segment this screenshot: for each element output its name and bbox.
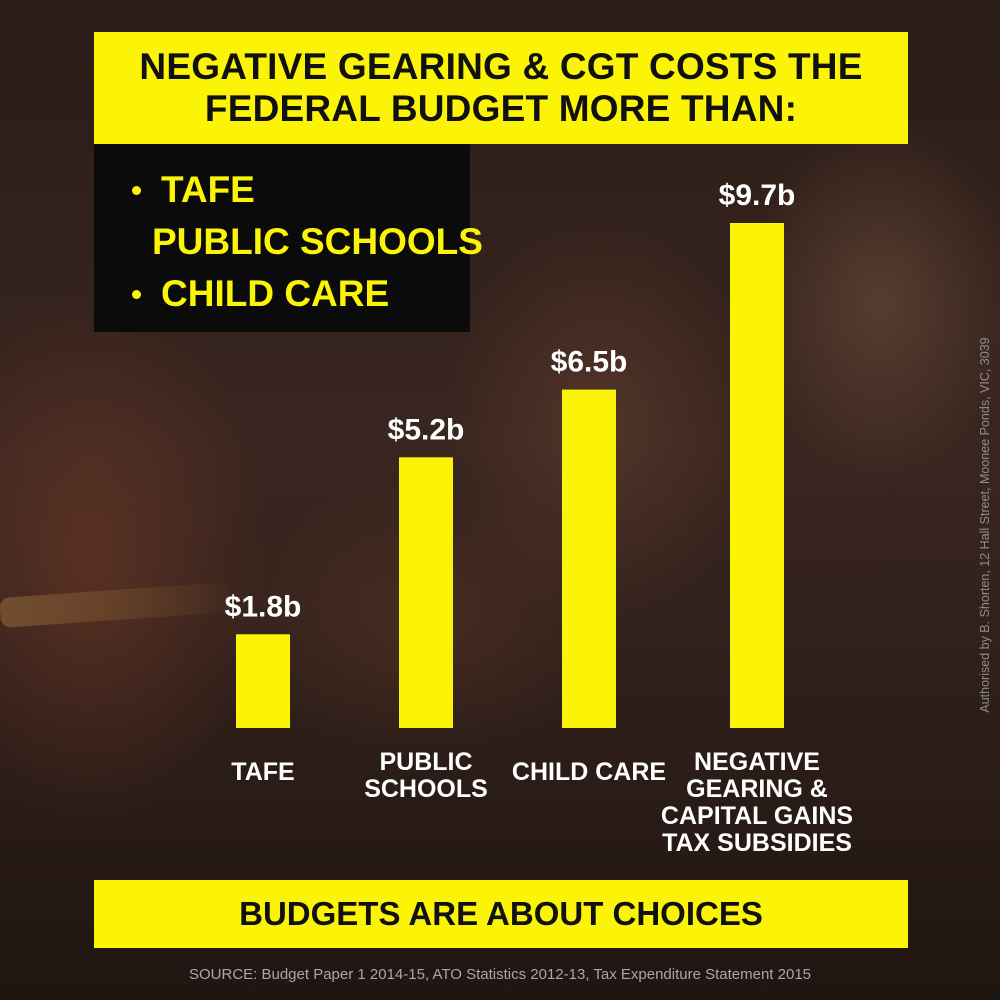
- bullet-list: TAFE PUBLIC SCHOOLS CHILD CARE: [94, 144, 483, 332]
- category-label: CAPITAL GAINS: [661, 802, 853, 830]
- bullet-dot-icon: [132, 185, 141, 195]
- category-label: NEGATIVE: [694, 748, 820, 776]
- bullet-text: PUBLIC SCHOOLS: [152, 221, 483, 262]
- bullet-dot-icon: [132, 289, 141, 299]
- data-label: $6.5b: [551, 346, 628, 379]
- data-label: $5.2b: [388, 413, 465, 446]
- bullet-text: CHILD CARE: [161, 273, 390, 314]
- category-label: GEARING &: [686, 775, 828, 803]
- data-label: $9.7b: [719, 179, 796, 212]
- category-label: SCHOOLS: [364, 775, 488, 803]
- bar: [399, 457, 453, 728]
- source-note: SOURCE: Budget Paper 1 2014-15, ATO Stat…: [188, 966, 812, 983]
- category-label: CHILD CARE: [512, 758, 666, 786]
- bullet-item: TAFE: [132, 164, 470, 216]
- bar: [730, 223, 784, 728]
- bullet-item: CHILD CARE: [132, 268, 470, 320]
- authorisation-note: Authorised by B. Shorten, 12 Hall Street…: [978, 337, 992, 713]
- category-label: TAFE: [231, 758, 294, 786]
- bar: [562, 389, 616, 728]
- bullet-text: TAFE: [161, 169, 255, 210]
- headline-line-2: FEDERAL BUDGET MORE THAN:: [204, 88, 798, 129]
- footer-banner: BUDGETS ARE ABOUT CHOICES: [94, 880, 908, 948]
- headline-banner: NEGATIVE GEARING & CGT COSTS THE FEDERAL…: [94, 32, 908, 144]
- category-label: TAX SUBSIDIES: [662, 829, 852, 857]
- category-label: PUBLIC: [379, 748, 472, 776]
- data-label: $1.8b: [225, 590, 302, 623]
- bullet-item: PUBLIC SCHOOLS: [132, 216, 483, 268]
- bar: [236, 634, 290, 728]
- headline-line-1: NEGATIVE GEARING & CGT COSTS THE: [139, 46, 863, 87]
- footer-tagline: BUDGETS ARE ABOUT CHOICES: [239, 895, 763, 932]
